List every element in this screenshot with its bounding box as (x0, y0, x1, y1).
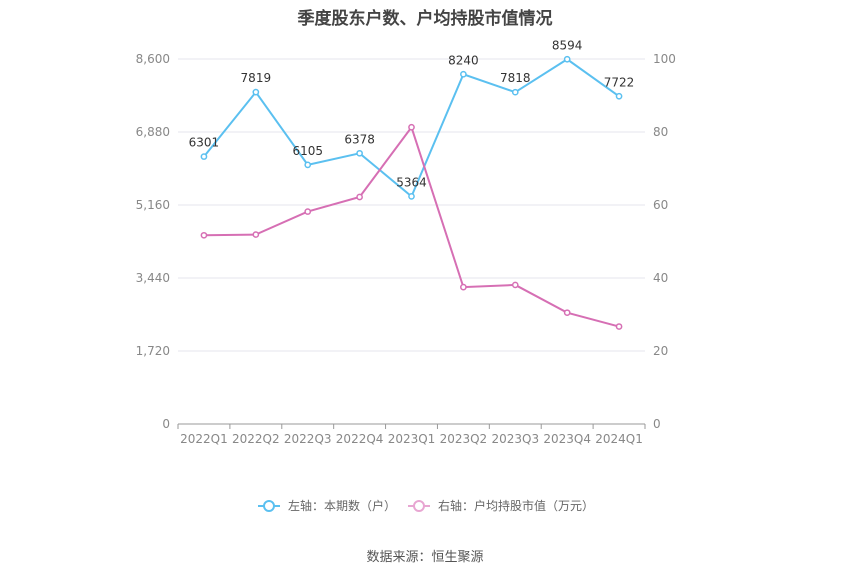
left-tick-label: 0 (162, 417, 170, 431)
source-note: 数据来源：恒生聚源 (366, 550, 484, 565)
data-point[interactable] (511, 281, 519, 289)
x-tick-label: 2023Q1 (388, 432, 436, 446)
data-label: 8594 (552, 38, 583, 52)
right-tick-label: 60 (653, 198, 668, 212)
x-tick-label: 2022Q2 (232, 432, 280, 446)
left-tick-label: 6,880 (136, 125, 170, 139)
data-point[interactable] (408, 192, 415, 200)
data-point[interactable] (615, 92, 623, 100)
data-label: 7722 (604, 75, 635, 89)
series-line-avg-value (203, 125, 620, 328)
legend-item[interactable]: 左轴：本期数（户） (258, 498, 396, 513)
legend-label: 右轴：户均持股市值（万元） (438, 498, 594, 513)
right-tick-label: 100 (653, 52, 676, 66)
legend-marker (413, 500, 425, 512)
legend-marker (263, 500, 275, 512)
x-tick-label: 2022Q3 (284, 432, 332, 446)
data-label: 7819 (241, 71, 272, 85)
data-point[interactable] (563, 55, 571, 63)
data-label: 6301 (189, 136, 220, 150)
data-label: 5364 (396, 175, 427, 189)
x-tick-label: 2023Q3 (491, 432, 539, 446)
data-point[interactable] (356, 149, 363, 157)
left-tick-label: 5,160 (136, 198, 170, 212)
left-axis-ticks: 0 1,720 3,440 5,160 6,880 8,600 (136, 52, 170, 431)
data-point[interactable] (511, 88, 519, 96)
data-point[interactable] (252, 231, 260, 238)
right-tick-label: 20 (653, 344, 668, 358)
chart-title: 季度股东户数、户均持股市值情况 (297, 9, 553, 29)
data-point[interactable] (460, 70, 467, 78)
axes (177, 423, 646, 429)
x-tick-label: 2023Q2 (440, 432, 488, 446)
right-axis-ticks: 0 20 40 60 80 100 (653, 52, 676, 431)
data-label: 6378 (344, 132, 375, 146)
series-layer (200, 55, 623, 330)
legend-label: 左轴：本期数（户） (288, 498, 396, 513)
data-point[interactable] (563, 309, 571, 317)
left-tick-label: 3,440 (136, 271, 170, 285)
data-label: 6105 (292, 144, 323, 158)
right-tick-label: 40 (653, 271, 668, 285)
data-point[interactable] (408, 123, 415, 131)
data-point[interactable] (200, 231, 208, 239)
left-tick-label: 8,600 (136, 52, 170, 66)
left-tick-label: 1,720 (136, 344, 170, 358)
data-point[interactable] (304, 208, 312, 215)
legend[interactable]: 左轴：本期数（户） 右轴：户均持股市值（万元） (258, 498, 594, 513)
x-tick-label: 2023Q4 (543, 432, 591, 446)
x-tick-label: 2024Q1 (595, 432, 643, 446)
data-label: 7818 (500, 71, 531, 85)
data-label: 8240 (448, 53, 479, 67)
right-tick-label: 80 (653, 125, 668, 139)
data-labels: 6301 7819 6105 6378 5364 8240 7818 8594 7722 (189, 38, 635, 189)
x-tick-label: 2022Q4 (336, 432, 384, 446)
data-point[interactable] (252, 88, 260, 96)
x-axis-ticks: 2022Q1 2022Q2 2022Q3 2022Q4 2023Q1 2023Q2 2023… (180, 432, 643, 446)
legend-item[interactable]: 右轴：户均持股市值（万元） (408, 498, 594, 513)
data-point[interactable] (615, 323, 623, 330)
data-point[interactable] (460, 283, 467, 291)
data-point[interactable] (200, 153, 208, 160)
data-point[interactable] (304, 161, 312, 169)
right-tick-label: 0 (653, 417, 661, 431)
data-point[interactable] (356, 193, 363, 201)
x-tick-label: 2022Q1 (180, 432, 228, 446)
